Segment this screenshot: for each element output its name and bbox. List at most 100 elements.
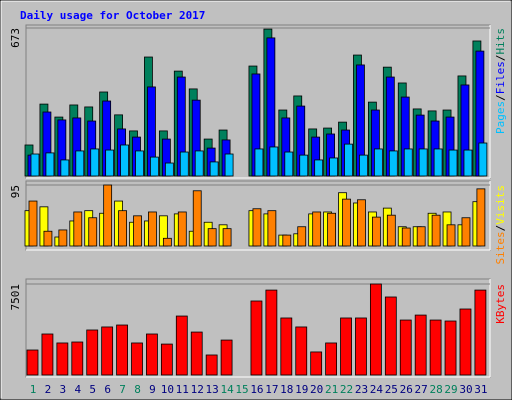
bar [177, 211, 187, 247]
y-tick-label: 95 [9, 185, 22, 198]
x-tick-label: 15 [235, 383, 248, 396]
bar [252, 208, 262, 247]
x-tick-label: 18 [280, 383, 293, 396]
bar [418, 148, 428, 177]
bar [60, 159, 70, 177]
bar [433, 148, 443, 177]
bar [118, 210, 127, 247]
bar [133, 215, 142, 247]
legend-entry: Files [494, 61, 507, 94]
legend-separator: / [494, 225, 507, 232]
bar [295, 326, 308, 376]
bar [162, 237, 172, 247]
bar [26, 349, 39, 376]
bar [150, 156, 159, 177]
x-tick-label: 16 [250, 383, 263, 396]
x-tick-label: 26 [400, 383, 413, 396]
bar [461, 217, 471, 247]
bar [342, 198, 351, 247]
bar [344, 143, 353, 177]
legend-separator: / [494, 55, 507, 62]
x-tick-label: 19 [295, 383, 308, 396]
bar [103, 184, 113, 247]
x-tick-label: 2 [45, 383, 52, 396]
x-tick-label: 4 [74, 383, 81, 396]
bar [299, 154, 309, 177]
y-tick-label: 7501 [9, 284, 22, 311]
bar [164, 162, 174, 177]
bar [205, 354, 218, 376]
bar [340, 317, 352, 376]
x-tick-label: 11 [176, 383, 189, 396]
bar [30, 153, 40, 177]
bar [386, 214, 396, 247]
bar [135, 150, 144, 177]
bar [371, 216, 381, 247]
bar [192, 190, 202, 247]
bar [43, 230, 53, 247]
legend-entry: Hits [494, 28, 507, 55]
legend-entry: Sites [494, 231, 507, 264]
bar [416, 226, 426, 247]
bar [357, 199, 366, 247]
x-tick-label: 13 [206, 383, 219, 396]
bar [222, 228, 232, 247]
bar [148, 211, 157, 247]
x-tick-label: 22 [340, 383, 353, 396]
bar [444, 320, 457, 376]
bar [209, 161, 219, 177]
x-tick-label: 20 [310, 383, 323, 396]
bar [207, 228, 217, 247]
x-tick-label: 8 [134, 383, 141, 396]
bar [88, 217, 98, 247]
bar [175, 315, 188, 376]
bar [220, 339, 233, 376]
legend: Pages/Files/Hits [494, 28, 507, 134]
bar [327, 212, 337, 247]
bar [373, 148, 383, 177]
bar [459, 308, 472, 376]
x-tick-label: 24 [370, 383, 384, 396]
bar [314, 159, 324, 177]
bar [310, 351, 323, 376]
bar [179, 151, 189, 177]
bar [146, 333, 158, 376]
bar [73, 211, 83, 247]
bar [120, 144, 129, 177]
x-tick-label: 7 [119, 383, 126, 396]
bar [446, 224, 456, 247]
bar [56, 342, 69, 376]
x-tick-label: 9 [149, 383, 156, 396]
legend-entry: Pages [494, 101, 507, 134]
bar [280, 317, 293, 376]
bar [45, 152, 55, 177]
bar [250, 300, 263, 376]
bar [41, 333, 54, 376]
x-tick-label: 29 [444, 383, 457, 396]
bar [265, 289, 278, 376]
bar [224, 153, 234, 177]
x-tick-label: 25 [385, 383, 398, 396]
bar [269, 146, 279, 177]
bar [71, 341, 84, 376]
chart-title: Daily usage for October 2017 [20, 9, 205, 22]
y-tick-label: 673 [9, 28, 22, 48]
legend-entry: KBytes [494, 284, 507, 324]
x-tick-label: 14 [220, 383, 234, 396]
bar [267, 210, 277, 247]
bar [284, 151, 294, 177]
legend-separator: / [494, 94, 507, 101]
bar [282, 234, 292, 247]
x-tick-label: 21 [325, 383, 338, 396]
bar [160, 343, 173, 376]
bar [448, 149, 458, 177]
bar [355, 317, 367, 376]
bar [369, 283, 382, 376]
bar [388, 150, 398, 177]
x-tick-label: 12 [191, 383, 204, 396]
bar [359, 154, 368, 177]
bar [86, 329, 99, 376]
x-tick-label: 1 [30, 383, 37, 396]
bar [254, 148, 264, 177]
